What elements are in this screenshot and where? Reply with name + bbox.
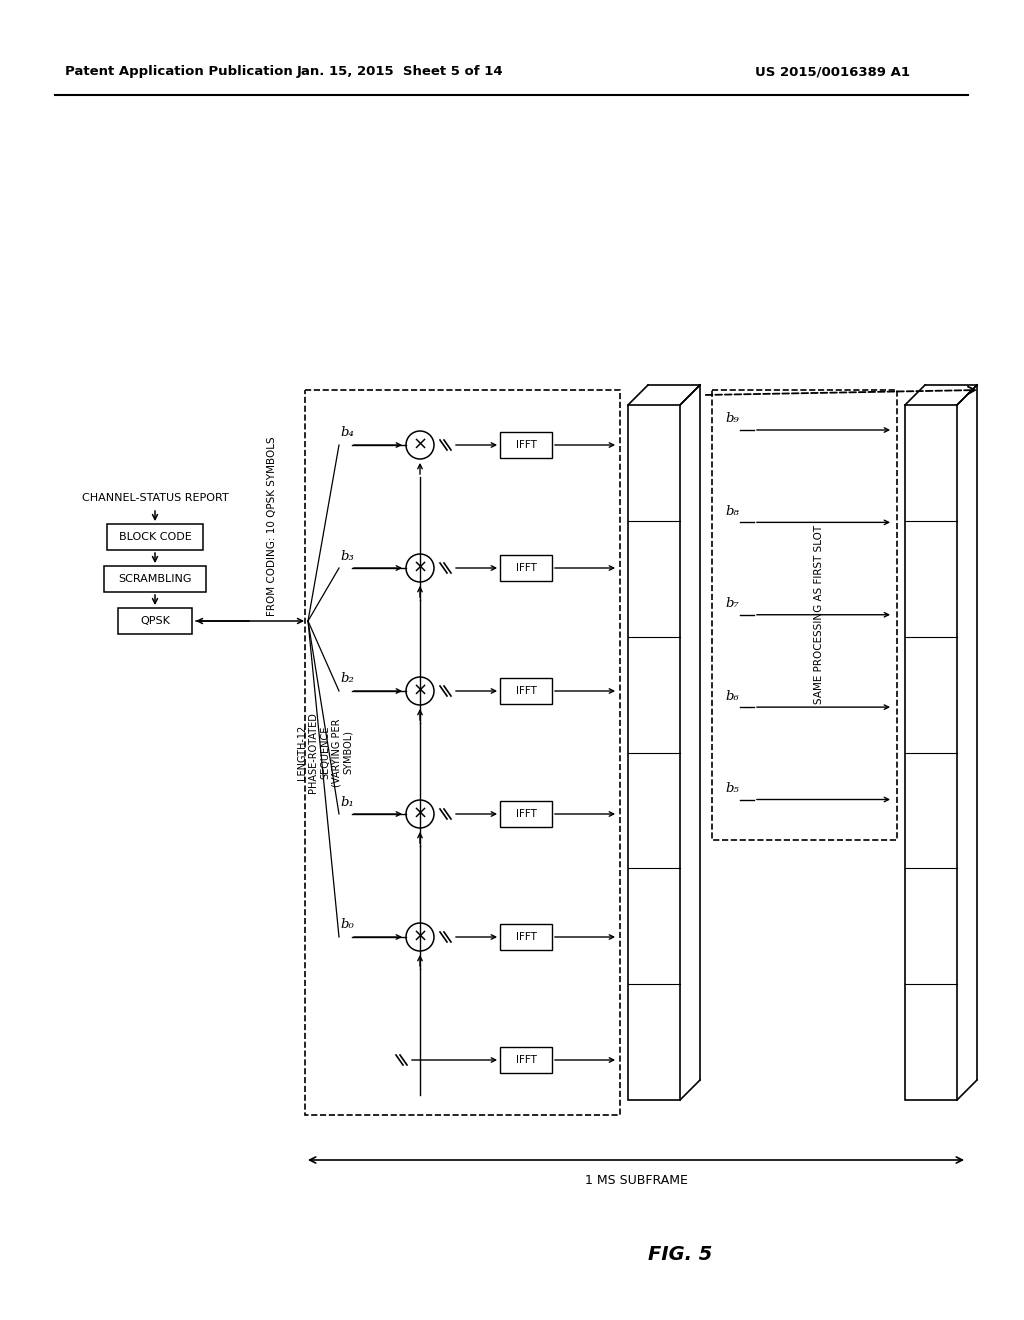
- Text: b₅: b₅: [725, 781, 739, 795]
- Text: 1 MS SUBFRAME: 1 MS SUBFRAME: [585, 1173, 687, 1187]
- Text: Patent Application Publication: Patent Application Publication: [65, 66, 293, 78]
- Bar: [500, 678, 552, 704]
- Text: b₃: b₃: [340, 549, 354, 562]
- Text: ×: ×: [413, 805, 428, 822]
- Text: FIG. 5: FIG. 5: [648, 1246, 712, 1265]
- Text: ×: ×: [413, 682, 428, 700]
- Text: IFFT: IFFT: [515, 686, 537, 696]
- Text: IFFT: IFFT: [515, 932, 537, 942]
- Text: ×: ×: [413, 928, 428, 946]
- Bar: [118, 609, 193, 634]
- Text: b₇: b₇: [725, 597, 739, 610]
- Text: QPSK: QPSK: [140, 616, 170, 626]
- Bar: [500, 1047, 552, 1073]
- Text: FROM CODING: 10 QPSK SYMBOLS: FROM CODING: 10 QPSK SYMBOLS: [267, 437, 278, 616]
- Text: b₆: b₆: [725, 689, 739, 702]
- Text: IFFT: IFFT: [515, 440, 537, 450]
- Text: IFFT: IFFT: [515, 809, 537, 818]
- Text: ×: ×: [413, 436, 428, 454]
- Bar: [628, 405, 680, 1100]
- Bar: [104, 566, 206, 591]
- Bar: [712, 389, 897, 840]
- Bar: [905, 405, 957, 1100]
- Text: Jan. 15, 2015  Sheet 5 of 14: Jan. 15, 2015 Sheet 5 of 14: [297, 66, 504, 78]
- Bar: [500, 801, 552, 828]
- Text: IFFT: IFFT: [515, 1055, 537, 1065]
- Text: b₂: b₂: [340, 672, 354, 685]
- Text: ×: ×: [413, 558, 428, 577]
- Text: SCRAMBLING: SCRAMBLING: [118, 574, 191, 583]
- Text: b₀: b₀: [340, 919, 354, 932]
- Text: b₉: b₉: [725, 412, 739, 425]
- Text: LENGTH-12
PHASE-ROTATED
SEQUENCE
(VARYING PER
SYMBOL): LENGTH-12 PHASE-ROTATED SEQUENCE (VARYIN…: [297, 711, 353, 793]
- Bar: [500, 554, 552, 581]
- Text: b₄: b₄: [340, 426, 354, 440]
- Text: BLOCK CODE: BLOCK CODE: [119, 532, 191, 543]
- Text: SAME PROCESSING AS FIRST SLOT: SAME PROCESSING AS FIRST SLOT: [814, 525, 824, 705]
- Text: b₈: b₈: [725, 504, 739, 517]
- Bar: [500, 924, 552, 950]
- Text: IFFT: IFFT: [515, 564, 537, 573]
- Text: b₁: b₁: [340, 796, 354, 808]
- Bar: [305, 389, 620, 1115]
- Bar: [500, 432, 552, 458]
- Text: US 2015/0016389 A1: US 2015/0016389 A1: [755, 66, 910, 78]
- Text: CHANNEL-STATUS REPORT: CHANNEL-STATUS REPORT: [82, 492, 228, 503]
- Bar: [106, 524, 203, 550]
